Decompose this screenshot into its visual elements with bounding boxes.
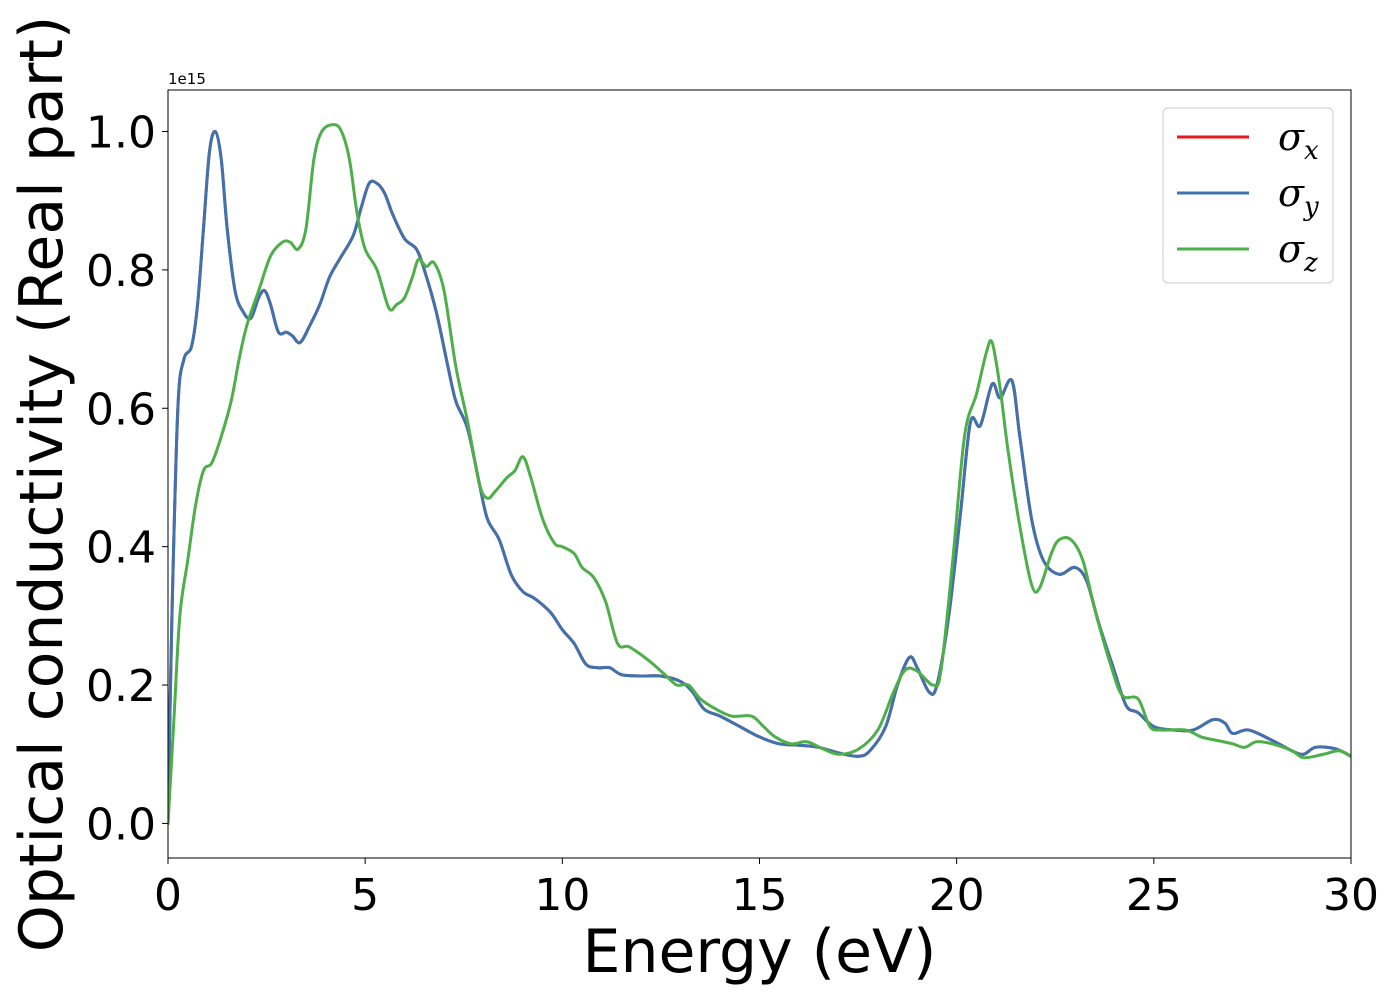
y-axis-ticks: 0.0 0.2 0.4 0.6 0.8 1.0 <box>86 108 168 850</box>
y-axis-title: Optical conductivity (Real part) <box>7 16 77 953</box>
x-tick-label: 15 <box>732 870 788 921</box>
y-tick-label: 1.0 <box>86 108 156 159</box>
x-axis-ticks: 0 5 10 15 20 25 30 <box>154 858 1379 921</box>
plot-lines <box>168 123 1351 825</box>
y-tick-label: 0.2 <box>86 661 156 712</box>
x-tick-label: 25 <box>1126 870 1182 921</box>
x-tick-label: 30 <box>1323 870 1379 921</box>
x-tick-label: 5 <box>351 870 379 921</box>
y-tick-label: 0.6 <box>86 384 156 435</box>
y-tick-label: 0.0 <box>86 799 156 850</box>
x-tick-label: 20 <box>929 870 985 921</box>
x-axis-title: Energy (eV) <box>583 917 937 987</box>
x-tick-label: 10 <box>534 870 590 921</box>
series-line-z <box>168 123 1351 825</box>
x-tick-label: 0 <box>154 870 182 921</box>
legend-label-y: σy <box>1278 171 1319 222</box>
legend-box <box>1162 107 1334 284</box>
legend-label-z: σz <box>1278 227 1318 278</box>
legend-label-x: σx <box>1278 115 1319 166</box>
y-offset-label: 1e15 <box>168 70 206 88</box>
y-tick-label: 0.4 <box>86 523 156 574</box>
y-tick-label: 0.8 <box>86 246 156 297</box>
